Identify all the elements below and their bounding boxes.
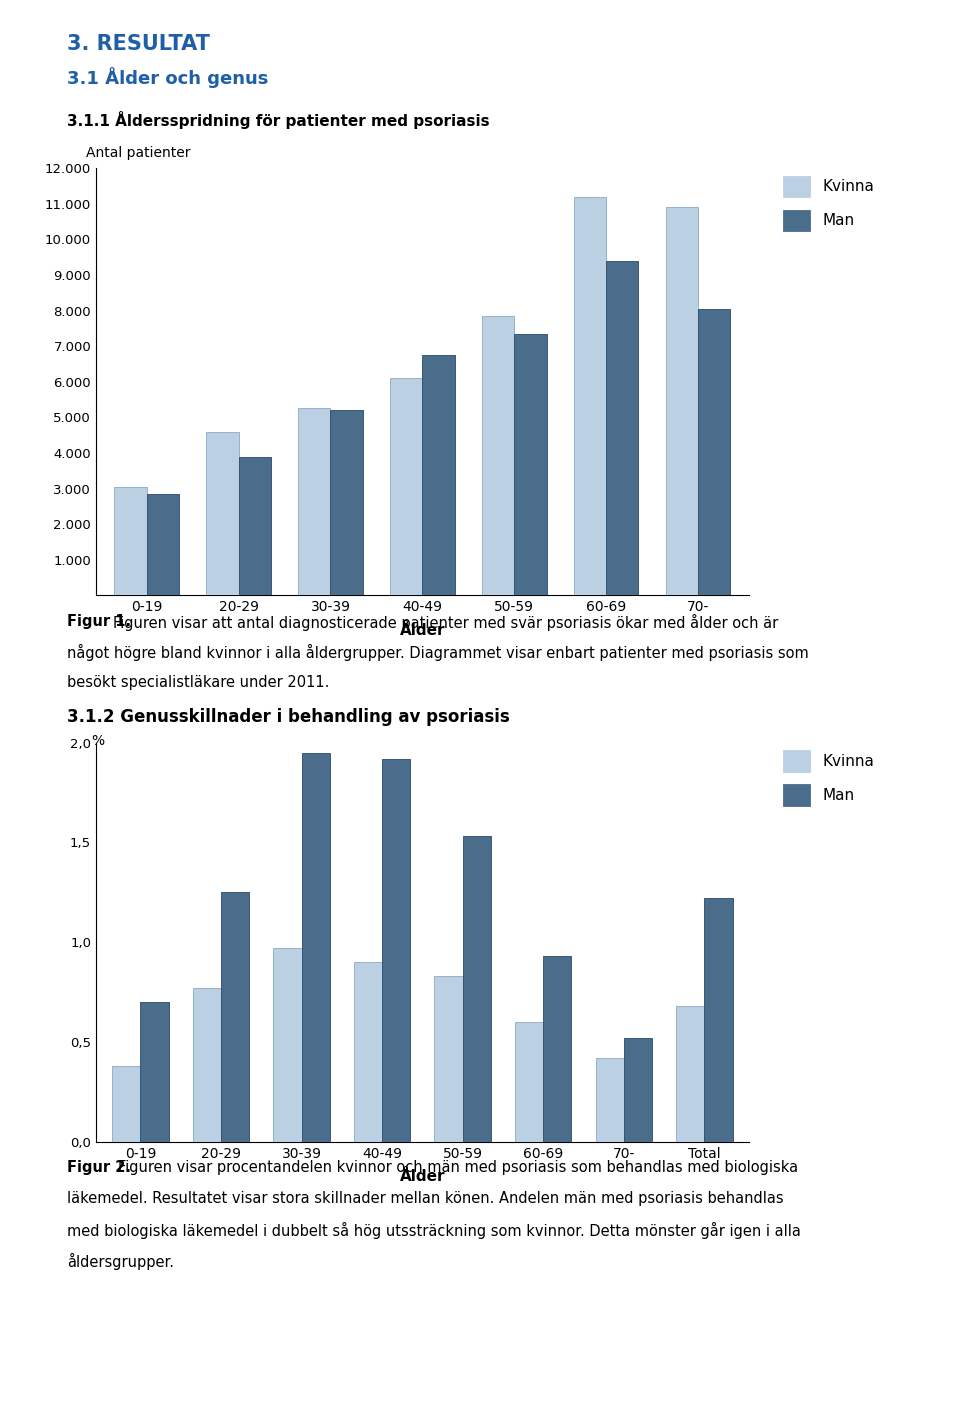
Text: Figur 1.: Figur 1. <box>67 614 132 629</box>
Text: 3.1.2 Genusskillnader i behandling av psoriasis: 3.1.2 Genusskillnader i behandling av ps… <box>67 708 510 726</box>
Text: Figuren visar procentandelen kvinnor och män med psoriasis som behandlas med bio: Figuren visar procentandelen kvinnor och… <box>118 1160 798 1175</box>
Bar <box>624 1038 652 1142</box>
Bar <box>676 1006 705 1142</box>
Bar <box>140 1002 169 1142</box>
Bar <box>354 962 382 1142</box>
Bar <box>193 988 221 1142</box>
Bar <box>543 955 571 1142</box>
Bar <box>705 898 732 1142</box>
Text: 3.1.1 Åldersspridning för patienter med psoriasis: 3.1.1 Åldersspridning för patienter med … <box>67 111 490 129</box>
Bar <box>516 1023 543 1142</box>
Text: läkemedel. Resultatet visar stora skillnader mellan könen. Andelen män med psori: läkemedel. Resultatet visar stora skilln… <box>67 1191 783 1206</box>
Bar <box>515 333 546 595</box>
Bar <box>422 354 455 595</box>
Text: Antal patienter: Antal patienter <box>86 146 191 160</box>
Bar <box>206 432 238 595</box>
Bar <box>301 752 329 1142</box>
Bar <box>299 409 330 595</box>
Bar <box>482 315 515 595</box>
Bar <box>607 261 638 595</box>
X-axis label: Ålder: Ålder <box>399 622 445 637</box>
Text: Figur 2.: Figur 2. <box>67 1160 132 1175</box>
Text: Figuren visar att antal diagnosticerade patienter med svär psoriasis ökar med ål: Figuren visar att antal diagnosticerade … <box>113 614 779 630</box>
Bar <box>382 758 410 1142</box>
Bar <box>666 207 698 595</box>
Legend: Kvinna, Man: Kvinna, Man <box>782 175 875 231</box>
Bar <box>463 836 491 1142</box>
Bar <box>330 410 363 595</box>
Legend: Kvinna, Man: Kvinna, Man <box>782 750 875 806</box>
Text: %: % <box>91 734 105 748</box>
Bar <box>238 457 271 595</box>
Bar <box>595 1058 624 1142</box>
Text: besökt specialistläkare under 2011.: besökt specialistläkare under 2011. <box>67 675 329 691</box>
X-axis label: Ålder: Ålder <box>399 1168 445 1184</box>
Text: med biologiska läkemedel i dubbelt så hög utssträckning som kvinnor. Detta mönst: med biologiska läkemedel i dubbelt så hö… <box>67 1222 801 1238</box>
Bar <box>435 976 463 1142</box>
Bar <box>574 196 607 595</box>
Text: 3.1 Ålder och genus: 3.1 Ålder och genus <box>67 67 269 88</box>
Bar <box>112 1066 140 1142</box>
Bar <box>114 486 147 595</box>
Text: 3. RESULTAT: 3. RESULTAT <box>67 34 210 53</box>
Text: något högre bland kvinnor i alla åldergrupper. Diagrammet visar enbart patienter: något högre bland kvinnor i alla åldergr… <box>67 644 809 661</box>
Bar <box>274 948 301 1142</box>
Bar <box>221 892 250 1142</box>
Text: åldersgrupper.: åldersgrupper. <box>67 1252 174 1269</box>
Bar <box>698 308 731 595</box>
Bar <box>147 495 179 595</box>
Bar <box>390 378 422 595</box>
